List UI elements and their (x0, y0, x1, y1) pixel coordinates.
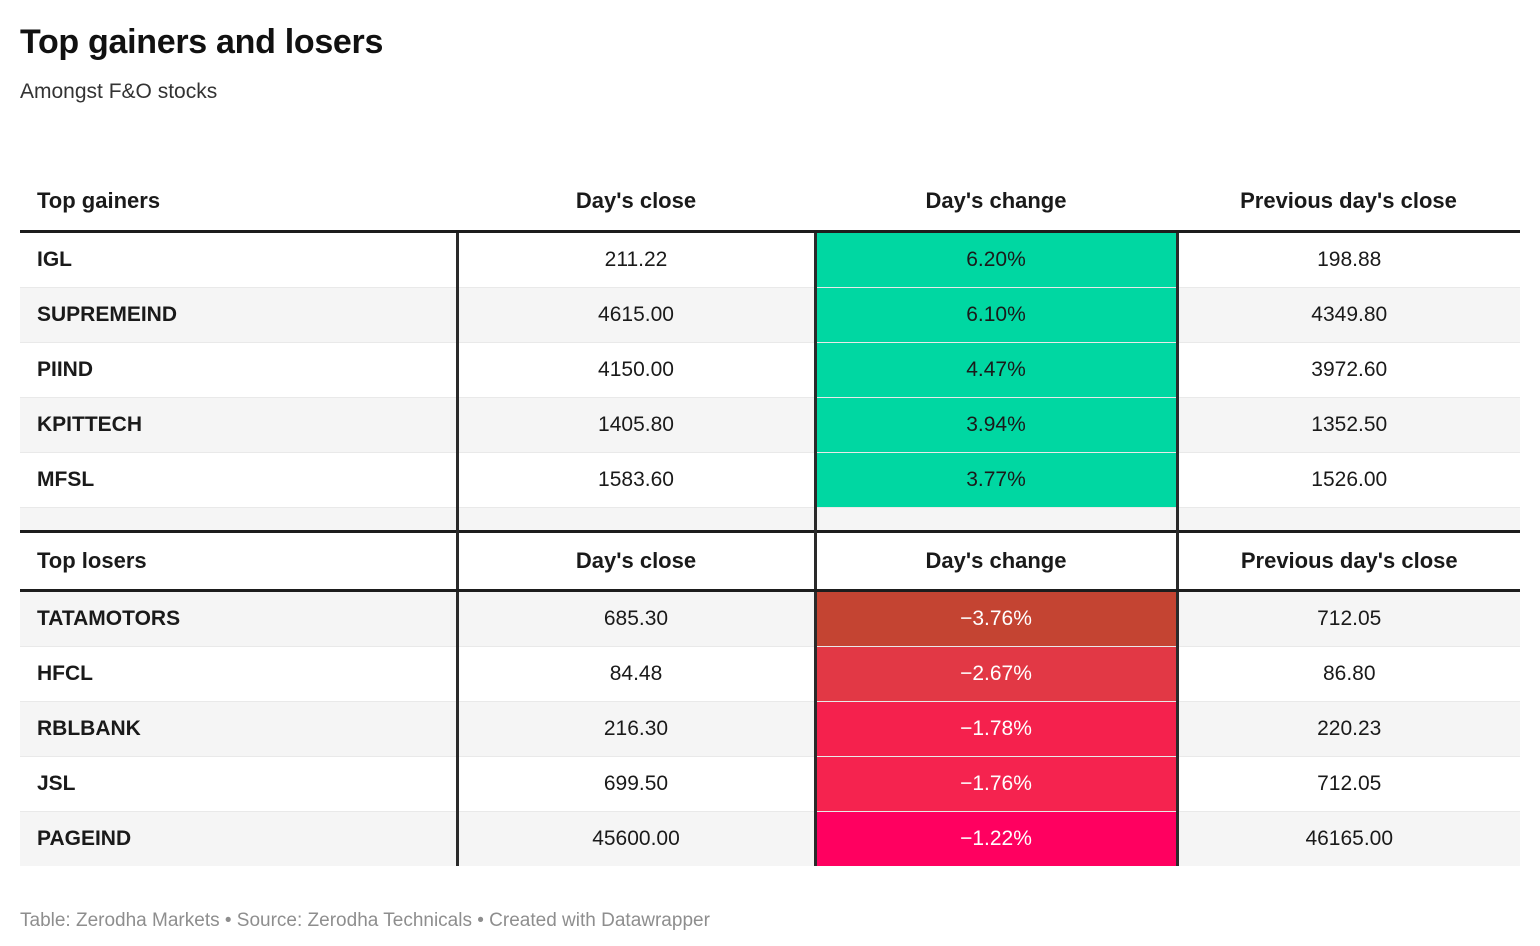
days-close-cell: 45600.00 (455, 811, 815, 866)
prev-close-cell: 86.80 (1175, 646, 1520, 702)
stock-name-cell: TATAMOTORS (20, 590, 457, 647)
table-row: PAGEIND 45600.00 −1.22% 46165.00 (20, 811, 1520, 866)
days-change-cell: −1.22% (813, 811, 1177, 866)
table-row: JSL 699.50 −1.76% 712.05 (20, 756, 1520, 812)
days-change-cell: −1.76% (813, 756, 1177, 812)
stock-name-cell: IGL (20, 231, 457, 288)
days-change-cell: 6.20% (813, 231, 1177, 288)
days-change-cell: 4.47% (813, 342, 1177, 398)
days-close-cell: 4150.00 (455, 342, 815, 398)
table-row: MFSL 1583.60 3.77% 1526.00 (20, 452, 1520, 508)
spacer-row (20, 507, 1520, 532)
column-header-previous-days-close: Previous day's close (1177, 172, 1520, 233)
table-row: HFCL 84.48 −2.67% 86.80 (20, 646, 1520, 702)
days-close-cell: 1405.80 (455, 397, 815, 453)
days-close-cell: 84.48 (455, 646, 815, 702)
days-change-cell: −1.78% (813, 701, 1177, 757)
prev-close-cell: 1526.00 (1175, 452, 1520, 508)
stock-name-cell: RBLBANK (20, 701, 457, 757)
days-change-cell: 6.10% (813, 287, 1177, 343)
losers-header-row: Top losers Day's close Day's change Prev… (20, 530, 1520, 592)
prev-close-cell: 46165.00 (1175, 811, 1520, 866)
column-header-top-losers: Top losers (20, 530, 457, 592)
prev-close-cell: 4349.80 (1175, 287, 1520, 343)
table-row: IGL 211.22 6.20% 198.88 (20, 231, 1520, 288)
days-close-cell: 4615.00 (455, 287, 815, 343)
days-change-cell: −2.67% (813, 646, 1177, 702)
days-close-cell: 1583.60 (455, 452, 815, 508)
page-title: Top gainers and losers (20, 23, 384, 61)
table-row: PIIND 4150.00 4.47% 3972.60 (20, 342, 1520, 398)
days-close-cell: 699.50 (455, 756, 815, 812)
stock-name-cell: PAGEIND (20, 811, 457, 866)
days-close-cell: 211.22 (455, 231, 815, 288)
stock-name-cell: KPITTECH (20, 397, 457, 453)
column-header-days-close: Day's close (455, 530, 815, 592)
table-row: SUPREMEIND 4615.00 6.10% 4349.80 (20, 287, 1520, 343)
prev-close-cell: 3972.60 (1175, 342, 1520, 398)
table-row: RBLBANK 216.30 −1.78% 220.23 (20, 701, 1520, 757)
column-header-days-change: Day's change (813, 530, 1177, 592)
days-change-cell: 3.94% (813, 397, 1177, 453)
gainers-header-row: Top gainers Day's close Day's change Pre… (20, 172, 1520, 233)
column-header-days-change: Day's change (815, 172, 1177, 233)
column-header-top-gainers: Top gainers (20, 172, 457, 233)
table-row: TATAMOTORS 685.30 −3.76% 712.05 (20, 590, 1520, 647)
stock-name-cell: JSL (20, 756, 457, 812)
page-subtitle: Amongst F&O stocks (20, 80, 218, 103)
table-row: KPITTECH 1405.80 3.94% 1352.50 (20, 397, 1520, 453)
days-close-cell: 685.30 (455, 590, 815, 647)
stock-name-cell: SUPREMEIND (20, 287, 457, 343)
stock-name-cell: PIIND (20, 342, 457, 398)
prev-close-cell: 1352.50 (1175, 397, 1520, 453)
gainers-losers-table: Top gainers Day's close Day's change Pre… (20, 172, 1520, 866)
stock-name-cell: HFCL (20, 646, 457, 702)
column-header-days-close: Day's close (457, 172, 815, 233)
attribution-footer: Table: Zerodha Markets • Source: Zerodha… (20, 910, 710, 931)
prev-close-cell: 712.05 (1175, 590, 1520, 647)
days-close-cell: 216.30 (455, 701, 815, 757)
days-change-cell: 3.77% (813, 452, 1177, 508)
stock-name-cell: MFSL (20, 452, 457, 508)
prev-close-cell: 712.05 (1175, 756, 1520, 812)
prev-close-cell: 198.88 (1175, 231, 1520, 288)
days-change-cell: −3.76% (813, 590, 1177, 647)
prev-close-cell: 220.23 (1175, 701, 1520, 757)
column-header-previous-days-close: Previous day's close (1175, 530, 1520, 592)
